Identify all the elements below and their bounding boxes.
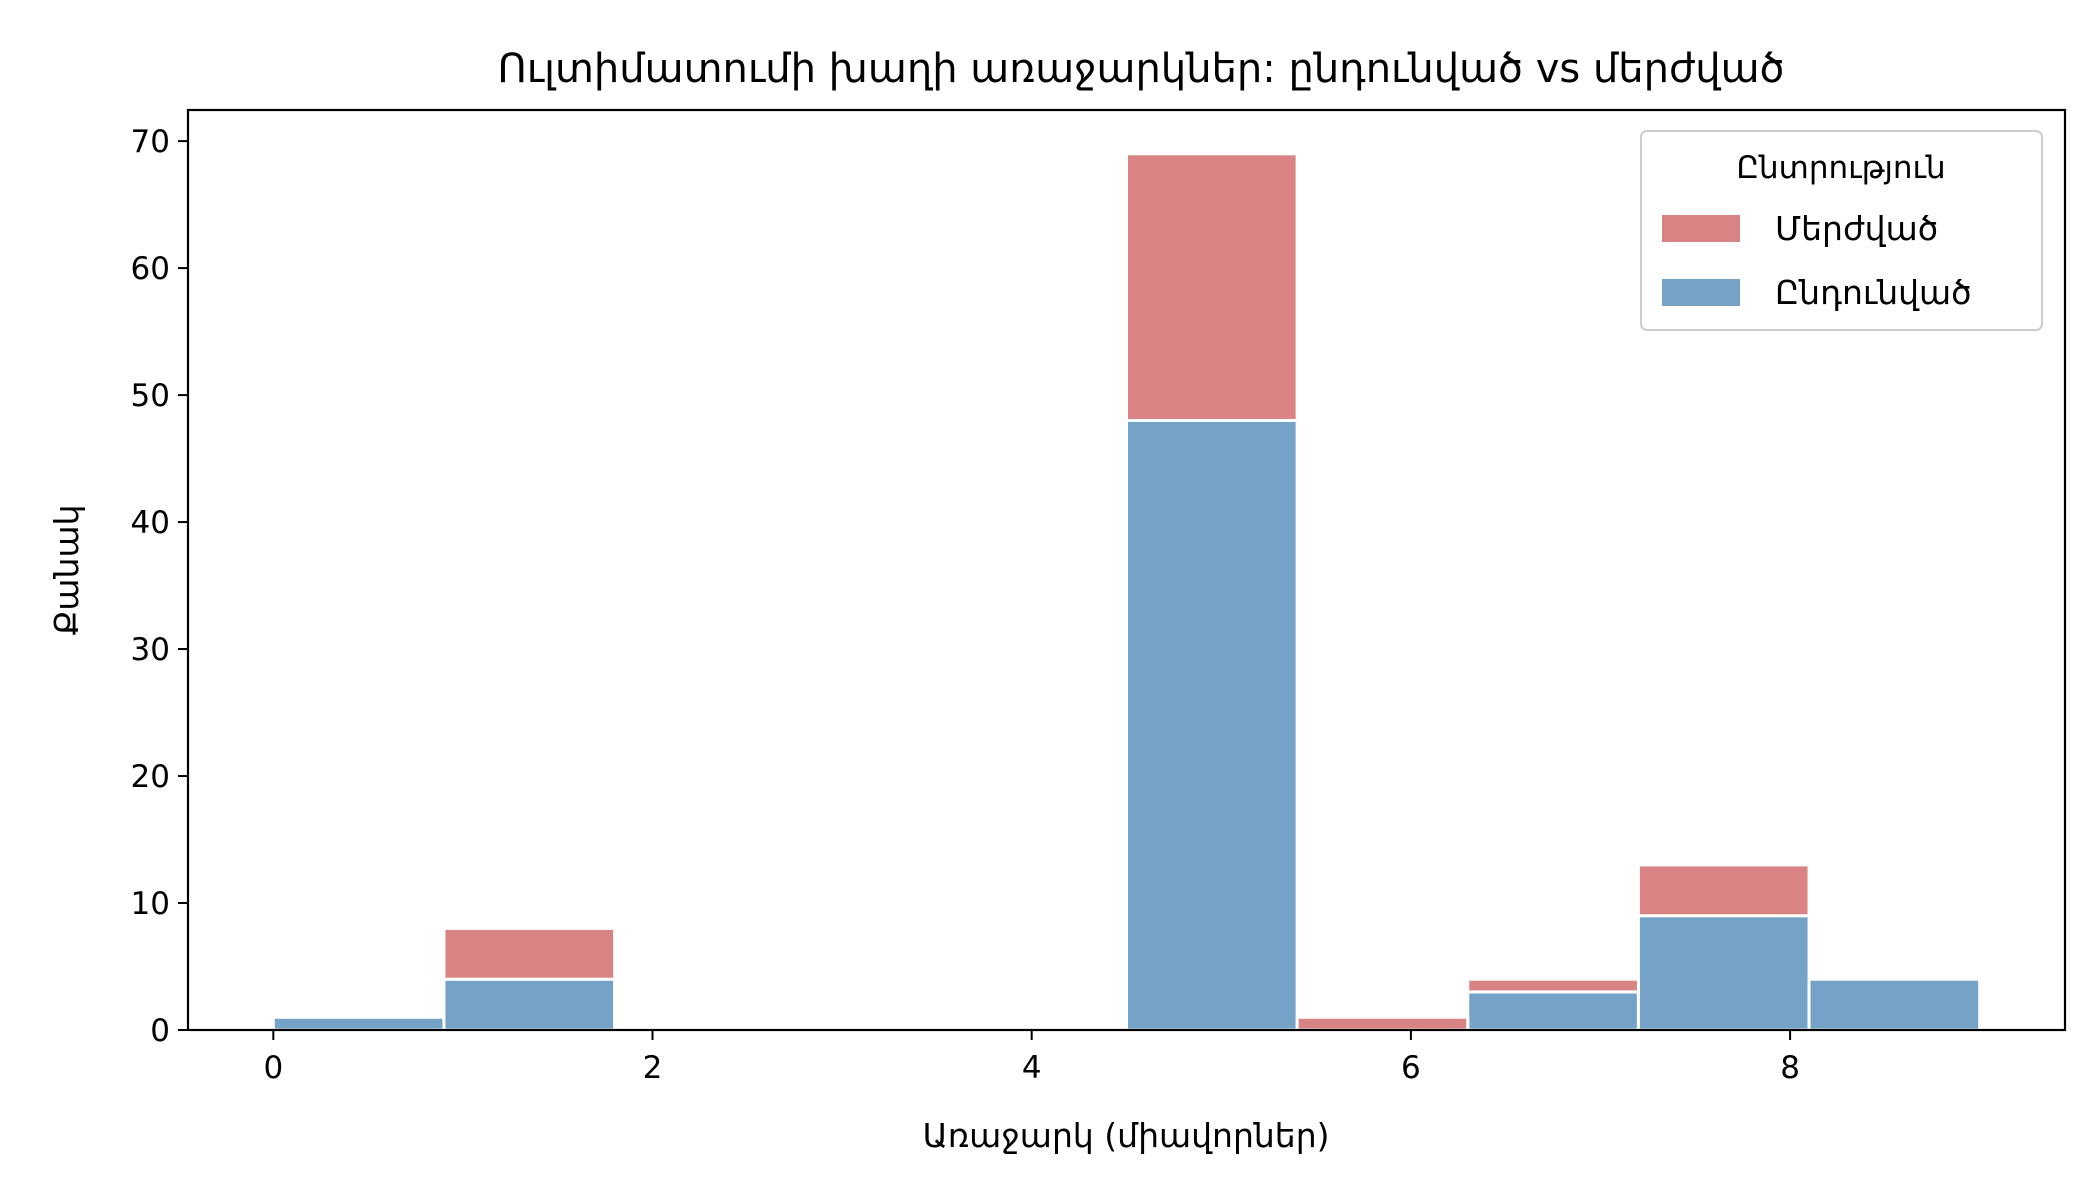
y-tick-label-40: 40 <box>131 505 170 541</box>
y-tick-label-70: 70 <box>131 124 170 160</box>
x-axis-label: Առաջարկ (միավորներ) <box>923 1116 1330 1155</box>
bar-rejected-bin-1 <box>442 926 617 981</box>
bar-accepted-bin-0 <box>271 1015 446 1032</box>
bars-layer <box>271 152 1982 1032</box>
x-tick-label-0: 0 <box>263 1050 283 1086</box>
legend-frame <box>1640 130 2043 331</box>
bar-rejected-bin-8 <box>1636 863 1811 918</box>
bar-accepted-bin-9 <box>1807 977 1982 1032</box>
y-tick-label-10: 10 <box>131 886 170 922</box>
y-axis-label: Քանակ <box>47 504 86 635</box>
legend-title: Ընտրություն <box>1736 150 1945 186</box>
legend-label-rejected: Մերժված <box>1775 209 1938 248</box>
plot-area-frame <box>186 108 2067 1032</box>
bar-accepted-bin-7 <box>1466 990 1640 1032</box>
x-tick-label-4: 4 <box>1022 1050 1042 1086</box>
x-tick-label-8: 8 <box>1780 1050 1800 1086</box>
legend-label-accepted: Ընդունված <box>1775 273 1972 312</box>
bar-accepted-bin-5 <box>1125 418 1299 1032</box>
y-tick-label-60: 60 <box>131 251 170 287</box>
ticks-layer: 0 2 4 6 8 0 10 20 30 40 50 60 70 <box>131 124 1800 1086</box>
x-tick-label-6: 6 <box>1401 1050 1421 1086</box>
bar-rejected-bin-5 <box>1125 152 1299 422</box>
y-tick-label-0: 0 <box>150 1013 170 1049</box>
bar-rejected-bin-7 <box>1466 977 1640 994</box>
legend-swatch-accepted <box>1662 279 1740 306</box>
y-tick-label-50: 50 <box>131 378 170 414</box>
bar-accepted-bin-1 <box>442 977 617 1032</box>
y-tick-label-20: 20 <box>131 759 170 795</box>
chart-title: Ուլտիմատումի խաղի առաջարկներ: ընդունված … <box>497 46 1784 92</box>
legend: Ընտրություն Մերժված Ընդունված <box>1640 130 2043 331</box>
legend-swatch-rejected <box>1662 215 1740 242</box>
bar-rejected-bin-6 <box>1295 1015 1470 1032</box>
y-tick-label-30: 30 <box>131 632 170 668</box>
bar-accepted-bin-8 <box>1636 914 1811 1032</box>
x-tick-label-2: 2 <box>643 1050 663 1086</box>
